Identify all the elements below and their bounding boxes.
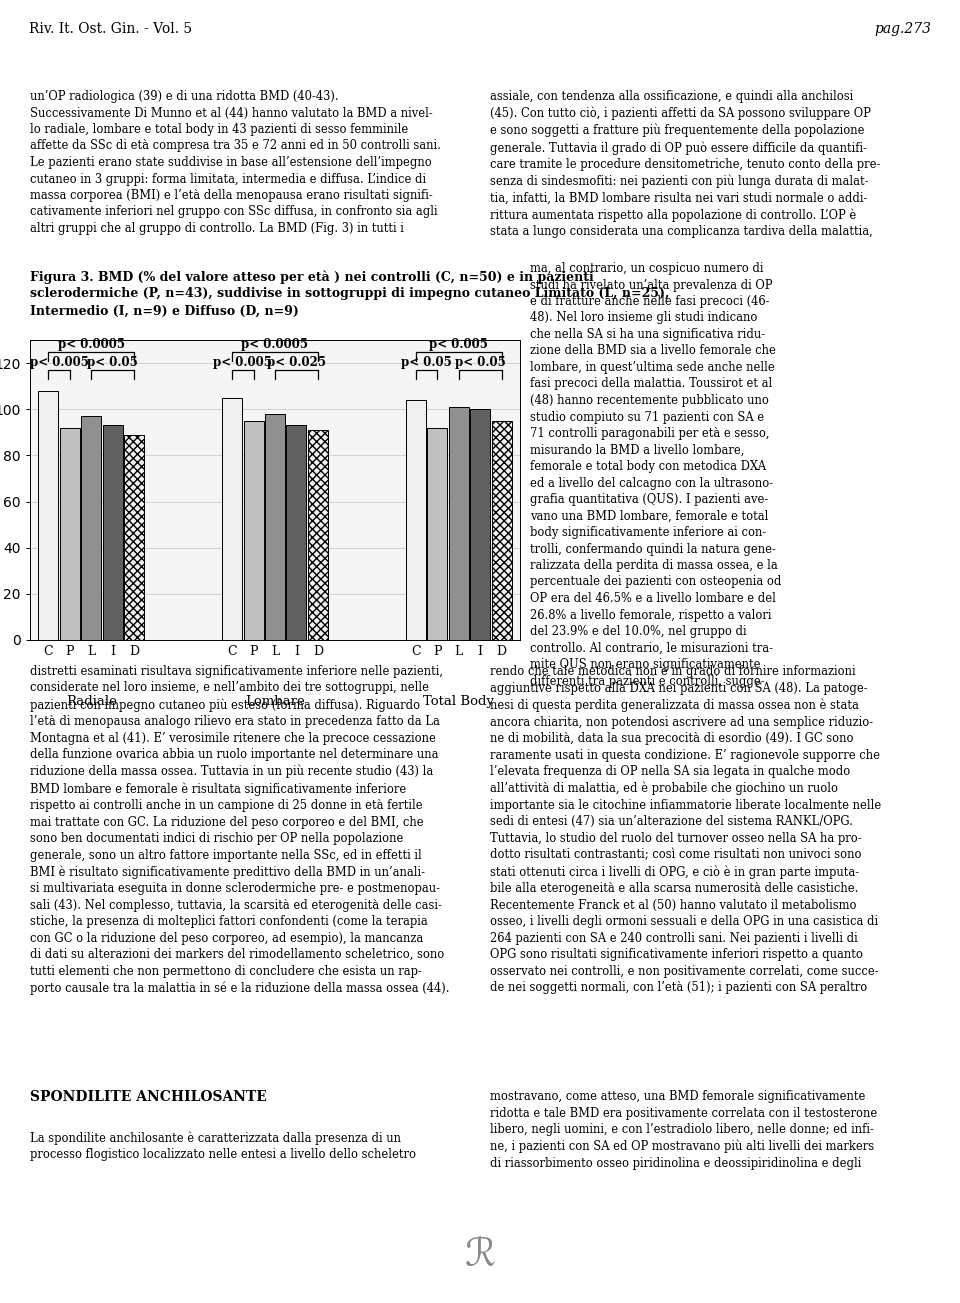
Text: ma, al contrario, un cospicuo numero di
studi ha rivelato un’alta prevalenza di : ma, al contrario, un cospicuo numero di … <box>530 262 781 688</box>
Text: p< 0.005: p< 0.005 <box>30 356 88 369</box>
Text: p< 0.0005: p< 0.0005 <box>58 337 125 351</box>
Text: Riv. It. Ost. Gin. - Vol. 5: Riv. It. Ost. Gin. - Vol. 5 <box>29 22 192 35</box>
Bar <box>124 435 144 640</box>
Bar <box>265 414 285 640</box>
Bar <box>82 416 101 640</box>
Text: Radiale: Radiale <box>66 696 117 709</box>
Text: pag.273: pag.273 <box>875 22 931 35</box>
Text: assiale, con tendenza alla ossificazione, e quindi alla anchilosi
(45). Con tutt: assiale, con tendenza alla ossificazione… <box>490 90 880 238</box>
Bar <box>308 430 327 640</box>
Text: p< 0.0005: p< 0.0005 <box>242 337 308 351</box>
Bar <box>448 407 468 640</box>
Bar <box>492 421 512 640</box>
Text: Total Body: Total Body <box>423 696 494 709</box>
Text: ℛ: ℛ <box>465 1237 495 1274</box>
Bar <box>286 425 306 640</box>
Bar <box>427 427 447 640</box>
Text: rendo che tale metodica non è in grado di fornire informazioni
aggiuntive rispet: rendo che tale metodica non è in grado d… <box>490 665 881 994</box>
Text: La spondilite anchilosante è caratterizzata dalla presenza di un
processo flogis: La spondilite anchilosante è caratterizz… <box>30 1131 416 1161</box>
Text: p< 0.05: p< 0.05 <box>455 356 506 369</box>
Text: p< 0.05: p< 0.05 <box>87 356 138 369</box>
Bar <box>244 421 263 640</box>
Text: p< 0.005: p< 0.005 <box>213 356 273 369</box>
Text: un’OP radiologica (39) e di una ridotta BMD (40-43).
Successivamente Di Munno et: un’OP radiologica (39) e di una ridotta … <box>30 90 441 235</box>
Text: distretti esaminati risultava significativamente inferiore nelle pazienti,
consi: distretti esaminati risultava significat… <box>30 665 449 995</box>
Text: Figura 3. BMD (% del valore atteso per età ) nei controlli (C, n=50) e in pazien: Figura 3. BMD (% del valore atteso per e… <box>30 270 669 318</box>
Text: p< 0.005: p< 0.005 <box>429 337 489 351</box>
Bar <box>60 427 80 640</box>
Text: p< 0.05: p< 0.05 <box>401 356 452 369</box>
Bar <box>103 425 123 640</box>
Bar <box>38 391 59 640</box>
Text: Lombare: Lombare <box>245 696 305 709</box>
Bar <box>470 409 491 640</box>
Text: mostravano, come atteso, una BMD femorale significativamente
ridotta e tale BMD : mostravano, come atteso, una BMD femoral… <box>490 1091 877 1170</box>
Text: SPONDILITE ANCHILOSANTE: SPONDILITE ANCHILOSANTE <box>30 1091 267 1104</box>
Bar <box>406 400 426 640</box>
Bar <box>222 397 242 640</box>
Text: p< 0.025: p< 0.025 <box>267 356 326 369</box>
